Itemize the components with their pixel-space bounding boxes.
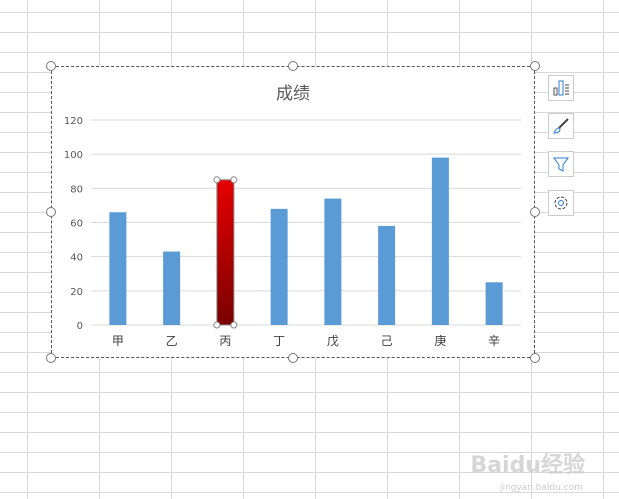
y-tick-label: 80	[70, 184, 83, 195]
bar-丙[interactable]	[216, 179, 235, 326]
chart-elements-button[interactable]	[548, 75, 574, 101]
y-tick-label: 100	[64, 150, 83, 161]
chart-styles-button[interactable]	[548, 113, 574, 139]
x-tick-label: 辛	[488, 334, 500, 348]
bar-辛[interactable]	[485, 282, 503, 325]
y-tick-label: 120	[64, 116, 83, 127]
plot-area[interactable]: 0 20 40 60 80 100 120 甲 乙 丙 丁 戊 己 庚 辛	[51, 66, 535, 358]
y-tick-label: 60	[70, 219, 83, 230]
resize-handle[interactable]	[530, 61, 540, 71]
bar-乙[interactable]	[163, 251, 181, 325]
chart-styles-icon	[553, 118, 569, 134]
bar-丁[interactable]	[270, 208, 288, 325]
chart-filters-icon	[553, 157, 569, 172]
resize-handle[interactable]	[530, 353, 540, 363]
resize-handle[interactable]	[46, 61, 56, 71]
resize-handle[interactable]	[46, 353, 56, 363]
x-tick-label: 庚	[434, 333, 446, 348]
x-tick-label: 己	[381, 334, 393, 348]
chart-area[interactable]: 成绩 0 20 40 60 80 100 120 甲 乙 丙 丁 戊 己 庚 辛	[51, 66, 535, 358]
y-tick-label: 0	[77, 321, 83, 332]
resize-handle[interactable]	[288, 353, 298, 363]
y-tick-label: 20	[70, 287, 83, 298]
x-tick-label: 丙	[219, 334, 231, 348]
bar-己[interactable]	[378, 225, 396, 325]
bar-庚[interactable]	[431, 157, 449, 325]
x-tick-label: 甲	[112, 334, 124, 348]
watermark-logo: Baidu经验	[470, 453, 585, 478]
settings-icon	[554, 196, 568, 210]
selection-handle[interactable]	[230, 321, 238, 329]
chart-elements-icon	[553, 80, 569, 96]
resize-handle[interactable]	[288, 61, 298, 71]
chart-filters-button[interactable]	[548, 151, 574, 177]
chart-title[interactable]: 成绩	[276, 84, 310, 104]
selection-handle[interactable]	[213, 176, 221, 184]
resize-handle[interactable]	[46, 207, 56, 217]
x-tick-label: 乙	[166, 334, 178, 348]
bar-甲[interactable]	[109, 212, 127, 325]
x-tick-label: 戊	[327, 334, 339, 348]
selection-handle[interactable]	[213, 321, 221, 329]
watermark-url: jingyan.baidu.com	[499, 483, 583, 493]
x-tick-label: 丁	[273, 334, 285, 348]
y-tick-label: 40	[70, 253, 83, 264]
chart-settings-button[interactable]	[548, 190, 574, 216]
bar-戊[interactable]	[324, 198, 342, 325]
resize-handle[interactable]	[530, 207, 540, 217]
selection-handle[interactable]	[230, 176, 238, 184]
